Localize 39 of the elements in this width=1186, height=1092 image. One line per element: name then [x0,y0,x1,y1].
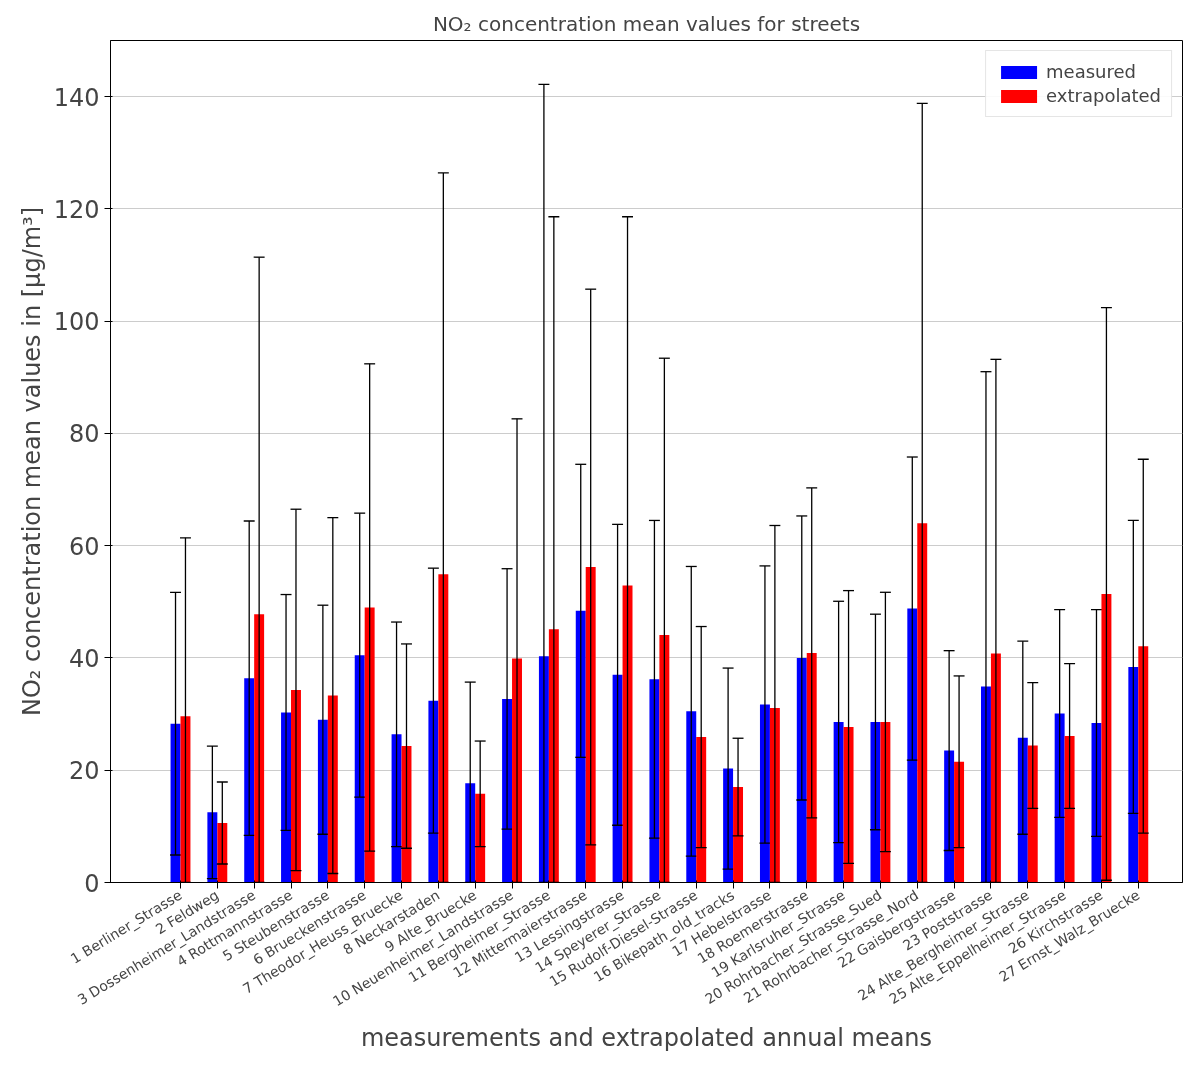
bar [428,700,439,883]
bar [907,608,918,883]
bar [843,727,854,883]
bar [475,793,486,883]
y-tick-label: 60 [68,532,100,561]
bar [806,652,817,883]
bar [327,695,338,883]
bar [1054,713,1065,883]
bar [575,610,586,883]
bar [1128,666,1139,883]
legend-label: extrapolated [1046,85,1161,106]
bar [880,721,891,883]
y-tick-label: 0 [84,869,100,898]
bar [612,674,623,883]
y-tick-label: 80 [68,420,100,449]
y-tick-label: 40 [68,644,100,673]
bar [696,737,707,883]
bar [585,567,596,883]
bar [1027,745,1038,883]
bar [1017,737,1028,883]
bar [870,721,881,883]
bar [354,655,365,883]
y-tick-label: 140 [53,83,100,112]
x-axis-title: measurements and extrapolated annual means [360,1024,933,1053]
y-tick-label: 20 [68,757,100,786]
bar [649,679,660,883]
bar [465,783,476,883]
y-tick-label: 100 [53,308,100,337]
chart-title: NO₂ concentration mean values for streets [432,11,861,36]
y-tick-label: 120 [53,195,100,224]
bar [391,734,402,883]
bar [180,716,191,883]
bar [244,678,255,883]
bar [833,721,844,883]
bar [686,711,697,883]
y-axis-title: NO₂ concentration mean values in [μg/m³] [17,206,46,717]
bar [796,657,807,883]
bar [1064,735,1075,883]
legend-label: measured [1046,61,1136,82]
